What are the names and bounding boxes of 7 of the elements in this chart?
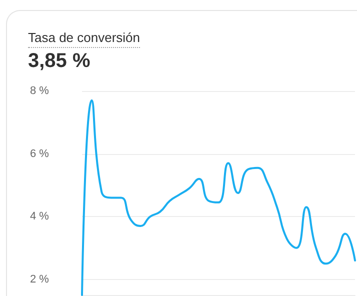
- y-tick-label: 4 %: [30, 210, 50, 223]
- y-tick-label: 8 %: [30, 85, 50, 97]
- chart-subtitle: 3,85 %: [28, 50, 90, 73]
- y-tick-label: 2 %: [30, 273, 50, 286]
- chart-title: Tasa de conversión: [28, 30, 140, 48]
- y-tick-label: 6 %: [30, 148, 50, 160]
- line-series: [81, 99, 356, 296]
